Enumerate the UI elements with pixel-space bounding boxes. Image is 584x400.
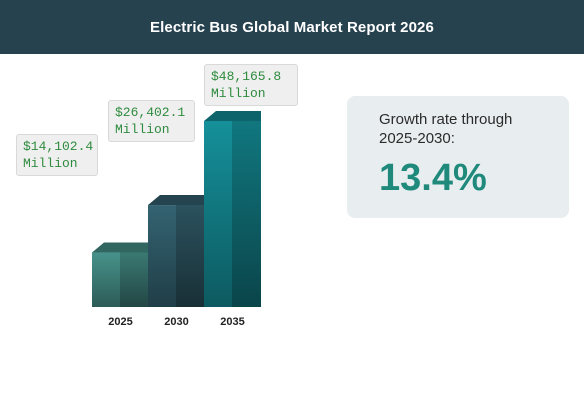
bar-side-2035 bbox=[232, 121, 261, 307]
growth-rate-value: 13.4% bbox=[379, 154, 553, 202]
report-header: Electric Bus Global Market Report 2026 bbox=[0, 0, 584, 54]
bar-front-2035 bbox=[204, 121, 232, 307]
growth-rate-label-line1: Growth rate through bbox=[379, 110, 553, 129]
bar-top-2025 bbox=[92, 243, 149, 253]
bar-front-2030 bbox=[148, 205, 176, 307]
tick-label-2025: 2025 bbox=[108, 316, 132, 328]
bar-side-2030 bbox=[176, 205, 205, 307]
tick-label-2035: 2035 bbox=[220, 316, 244, 328]
bar-side-2025 bbox=[120, 253, 149, 307]
growth-rate-label-line2: 2025-2030: bbox=[379, 129, 553, 148]
bar-top-2035 bbox=[204, 111, 261, 121]
report-title: Electric Bus Global Market Report 2026 bbox=[150, 19, 434, 36]
data-label-2030: $26,402.1 Million bbox=[108, 100, 195, 142]
bar-top-2030 bbox=[148, 195, 205, 205]
data-label-2035: $48,165.8 Million bbox=[204, 64, 298, 106]
tick-label-2030: 2030 bbox=[164, 316, 188, 328]
growth-rate-card: Growth rate through 2025-2030: 13.4% bbox=[347, 96, 569, 218]
data-label-2025: $14,102.4 Million bbox=[16, 134, 98, 176]
bar-front-2025 bbox=[92, 253, 120, 307]
